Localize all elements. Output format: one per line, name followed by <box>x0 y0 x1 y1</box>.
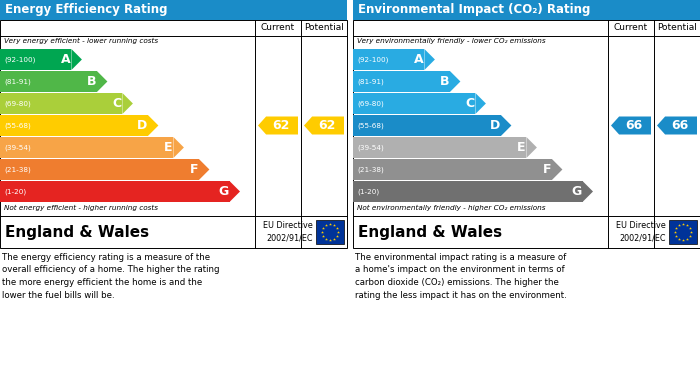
Text: The energy efficiency rating is a measure of the
overall efficiency of a home. T: The energy efficiency rating is a measur… <box>2 253 220 300</box>
Polygon shape <box>230 181 240 202</box>
Text: G: G <box>571 185 582 198</box>
Text: 62: 62 <box>272 119 290 132</box>
Text: Energy Efficiency Rating: Energy Efficiency Rating <box>5 4 167 16</box>
Text: Environmental Impact (CO₂) Rating: Environmental Impact (CO₂) Rating <box>358 4 590 16</box>
Text: Very environmentally friendly - lower CO₂ emissions: Very environmentally friendly - lower CO… <box>357 38 545 44</box>
Polygon shape <box>611 117 651 135</box>
Text: Not energy efficient - higher running costs: Not energy efficient - higher running co… <box>4 205 158 211</box>
Text: (81-91): (81-91) <box>4 78 31 85</box>
Bar <box>0 49 71 70</box>
Text: 66: 66 <box>671 119 689 132</box>
Text: England & Wales: England & Wales <box>5 224 149 240</box>
Text: D: D <box>136 119 147 132</box>
Polygon shape <box>501 115 512 136</box>
Text: (1-20): (1-20) <box>4 188 26 195</box>
Text: Current: Current <box>261 23 295 32</box>
Text: (21-38): (21-38) <box>357 166 384 173</box>
Polygon shape <box>450 71 461 92</box>
Text: Potential: Potential <box>657 23 697 32</box>
Text: B: B <box>86 75 96 88</box>
Bar <box>353 0 700 20</box>
Bar <box>353 20 700 248</box>
Polygon shape <box>122 93 133 114</box>
Text: G: G <box>218 185 228 198</box>
Text: EU Directive
2002/91/EC: EU Directive 2002/91/EC <box>616 221 666 243</box>
Text: (39-54): (39-54) <box>357 144 384 151</box>
Bar <box>353 49 424 70</box>
Text: A: A <box>414 53 424 66</box>
Bar <box>353 93 475 114</box>
Text: Potential: Potential <box>304 23 344 32</box>
Text: England & Wales: England & Wales <box>358 224 502 240</box>
Text: (39-54): (39-54) <box>4 144 31 151</box>
Text: (55-68): (55-68) <box>357 122 384 129</box>
Bar <box>0 181 230 202</box>
Text: (69-80): (69-80) <box>357 100 384 107</box>
Polygon shape <box>97 71 107 92</box>
Bar <box>353 137 526 158</box>
Text: E: E <box>164 141 172 154</box>
Text: (92-100): (92-100) <box>4 56 36 63</box>
Bar <box>353 71 450 92</box>
Polygon shape <box>148 115 158 136</box>
Bar <box>0 0 347 20</box>
Bar <box>353 181 582 202</box>
Text: The environmental impact rating is a measure of
a home's impact on the environme: The environmental impact rating is a mea… <box>355 253 567 300</box>
Bar <box>0 71 97 92</box>
Bar <box>353 115 501 136</box>
Text: (81-91): (81-91) <box>357 78 384 85</box>
Text: D: D <box>490 119 500 132</box>
Polygon shape <box>526 137 537 158</box>
Text: E: E <box>517 141 526 154</box>
Text: C: C <box>466 97 475 110</box>
Text: Current: Current <box>614 23 648 32</box>
Text: Not environmentally friendly - higher CO₂ emissions: Not environmentally friendly - higher CO… <box>357 205 545 211</box>
Text: (55-68): (55-68) <box>4 122 31 129</box>
Bar <box>0 93 122 114</box>
Polygon shape <box>174 137 184 158</box>
Text: C: C <box>112 97 121 110</box>
Polygon shape <box>71 49 82 70</box>
Polygon shape <box>258 117 298 135</box>
Polygon shape <box>582 181 593 202</box>
Text: 66: 66 <box>625 119 643 132</box>
Polygon shape <box>304 117 344 135</box>
Polygon shape <box>424 49 435 70</box>
Text: (92-100): (92-100) <box>357 56 388 63</box>
Text: Very energy efficient - lower running costs: Very energy efficient - lower running co… <box>4 38 158 44</box>
Text: B: B <box>440 75 449 88</box>
Text: (21-38): (21-38) <box>4 166 31 173</box>
Text: (1-20): (1-20) <box>357 188 379 195</box>
Bar <box>0 20 347 248</box>
Text: F: F <box>542 163 551 176</box>
Bar <box>0 137 174 158</box>
Bar <box>669 220 697 244</box>
Polygon shape <box>475 93 486 114</box>
Text: A: A <box>61 53 71 66</box>
Polygon shape <box>657 117 697 135</box>
Text: F: F <box>190 163 198 176</box>
Text: EU Directive
2002/91/EC: EU Directive 2002/91/EC <box>263 221 313 243</box>
Bar <box>353 159 552 180</box>
Polygon shape <box>199 159 209 180</box>
Polygon shape <box>552 159 562 180</box>
Bar <box>0 159 199 180</box>
Text: (69-80): (69-80) <box>4 100 31 107</box>
Bar <box>316 220 344 244</box>
Text: 62: 62 <box>318 119 336 132</box>
Bar <box>0 115 148 136</box>
